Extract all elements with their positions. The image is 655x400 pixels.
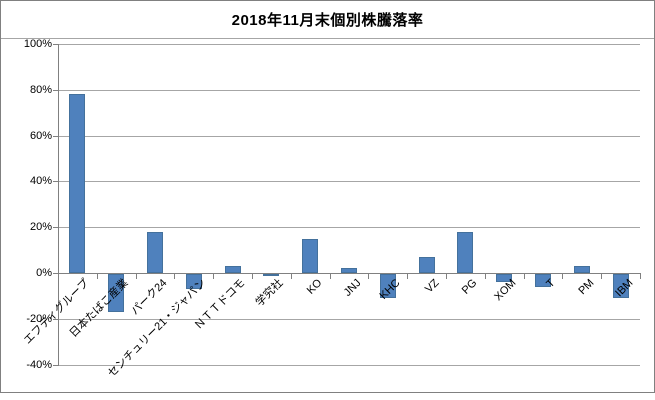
bar [379,273,396,299]
title-separator [1,38,654,39]
y-axis-label: 20% [29,221,52,234]
y-axis-label: 100% [23,38,52,50]
x-axis-tick [329,273,331,279]
y-axis-label: -40% [26,358,52,371]
bar [535,273,551,287]
x-axis-tick [290,273,292,279]
gridline [58,181,640,183]
gridline [58,364,640,366]
x-axis-tick [58,273,59,279]
x-axis-tick [213,273,215,279]
gridline [58,227,640,229]
gridline [58,318,640,320]
y-axis-label: 0% [36,266,52,279]
x-axis-tick [174,273,176,279]
gridline [58,135,640,137]
bar [69,94,86,273]
x-axis-tick [446,273,447,279]
bar [302,238,319,273]
bar [341,268,357,273]
y-axis-tick [53,89,58,91]
y-axis-line [58,44,59,366]
bar [573,266,590,273]
y-axis-tick [53,135,58,137]
y-axis-label: -20% [26,312,52,325]
y-axis-tick [53,181,58,183]
x-axis-tick [407,273,409,279]
bar [612,273,629,299]
x-axis-tick [96,273,98,279]
y-axis-tick [53,364,58,366]
y-axis-label: 80% [29,83,52,96]
bar [263,273,280,276]
x-axis-tick [252,273,253,279]
bar [418,256,435,273]
gridline [58,44,640,45]
bar [224,266,241,273]
x-axis-tick [601,273,603,279]
gridline [58,89,640,91]
y-axis-tick [53,227,58,229]
y-axis-tick [53,272,58,274]
x-axis-tick [135,273,137,279]
x-axis-tick [562,273,564,279]
x-axis-tick [484,273,486,279]
x-axis-line [58,272,641,274]
bar [185,273,202,289]
x-axis-tick [368,273,370,279]
bar [457,231,474,273]
bar [496,273,513,283]
x-axis-tick [523,273,525,279]
bar [108,273,125,312]
y-axis-label: 60% [29,129,52,142]
chart-title: 2018年11月末個別株騰落率 [231,12,424,29]
bar [147,231,163,273]
y-axis-tick [53,318,58,320]
x-axis-tick [640,273,641,279]
y-axis-tick [53,44,58,45]
y-axis-label: 40% [29,175,52,188]
